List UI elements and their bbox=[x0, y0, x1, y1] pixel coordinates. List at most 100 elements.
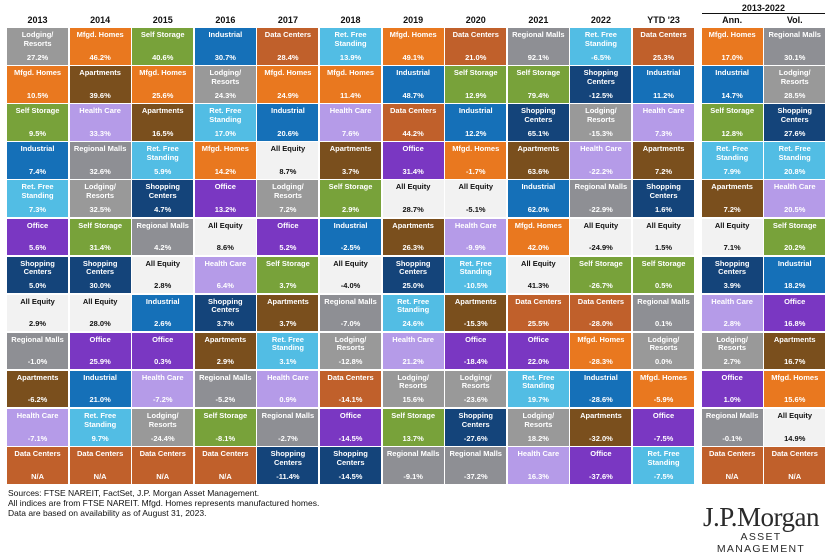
cell-asset-name: Health Care bbox=[517, 449, 560, 459]
return-cell: Self Storage -8.1% bbox=[194, 409, 256, 446]
cell-return-value: 7.2% bbox=[723, 204, 741, 214]
return-cell: Data Centers 28.4% bbox=[257, 28, 319, 65]
cell-asset-name: Ret. Free Standing bbox=[21, 182, 54, 200]
cell-asset-name: Shopping Centers bbox=[20, 258, 55, 277]
cell-asset-name: All Equity bbox=[145, 258, 181, 268]
return-cell: Mfgd. Homes 25.6% bbox=[132, 66, 194, 103]
return-cell: Lodging/ Resorts -15.3% bbox=[570, 104, 632, 141]
return-cell: All Equity 28.7% bbox=[382, 180, 444, 217]
return-cell: Health Care 7.3% bbox=[633, 104, 695, 141]
cell-asset-name: All Equity bbox=[646, 220, 681, 230]
cell-return-value: 24.3% bbox=[214, 90, 236, 100]
return-cell: Regional Malls -22.9% bbox=[570, 180, 632, 217]
return-cell: Shopping Centers 5.0% bbox=[7, 256, 69, 294]
cell-return-value: 18.2% bbox=[527, 433, 549, 443]
cell-return-value: -22.2% bbox=[589, 166, 613, 176]
column-header: Vol. bbox=[786, 15, 803, 25]
column-header: 2022 bbox=[590, 15, 611, 25]
cell-asset-name: Regional Malls bbox=[73, 144, 127, 154]
return-cell: Ret. Free Standing 13.9% bbox=[320, 28, 382, 65]
cell-asset-name: Shopping Centers bbox=[777, 106, 813, 124]
return-cell: Self Storage -26.7% bbox=[570, 256, 632, 294]
cell-asset-name: Mfgd. Homes bbox=[708, 30, 756, 39]
cell-return-value: 2.8% bbox=[723, 319, 741, 329]
return-cell: Ret. Free Standing 7.3% bbox=[7, 180, 69, 217]
return-cell: Apartments 16.5% bbox=[132, 104, 194, 141]
cell-asset-name: Data Centers bbox=[709, 449, 756, 459]
return-cell: Self Storage 40.6% bbox=[132, 28, 194, 65]
cell-asset-name: Lodging/ Resorts bbox=[778, 68, 811, 86]
cell-asset-name: Industrial bbox=[208, 30, 243, 39]
return-cell: Office -14.5% bbox=[320, 409, 382, 446]
cell-return-value: -22.9% bbox=[589, 204, 613, 214]
cell-asset-name: Regional Malls bbox=[512, 30, 565, 39]
return-cell: Data Centers N/A bbox=[194, 447, 256, 484]
return-cell: Apartments 2.9% bbox=[194, 332, 256, 370]
cell-asset-name: Apartments bbox=[79, 68, 121, 78]
logo-wordmark: J.P.Morgan bbox=[702, 502, 820, 532]
group-header: 2013-2022 bbox=[741, 3, 785, 13]
footnote-availability: Data are based on availability as of Aug… bbox=[8, 508, 207, 518]
cell-return-value: -11.4% bbox=[276, 471, 300, 481]
cell-asset-name: Office bbox=[26, 220, 49, 230]
cell-return-value: 2.9% bbox=[341, 204, 360, 214]
return-cell: Ret. Free Standing 19.7% bbox=[507, 370, 569, 408]
cell-asset-name: Lodging/ Resorts bbox=[272, 182, 304, 200]
cell-return-value: 25.0% bbox=[402, 281, 424, 291]
cell-return-value: 44.2% bbox=[402, 128, 424, 138]
return-cell: Ret. Free Standing 5.9% bbox=[132, 142, 194, 179]
group-header-underline bbox=[701, 13, 826, 14]
column-header: YTD '23 bbox=[647, 15, 680, 25]
cell-return-value: -5.9% bbox=[653, 395, 674, 405]
cell-return-value: 14.7% bbox=[721, 90, 743, 100]
cell-asset-name: Mfgd. Homes bbox=[264, 68, 312, 78]
cell-asset-name: Self Storage bbox=[140, 30, 185, 39]
cell-return-value: 27.6% bbox=[784, 128, 806, 138]
cell-return-value: 30.0% bbox=[89, 281, 111, 291]
return-cell: Industrial 12.2% bbox=[445, 104, 507, 141]
cell-asset-name: Industrial bbox=[715, 68, 750, 78]
cell-return-value: N/A bbox=[788, 471, 802, 481]
cell-return-value: 5.0% bbox=[28, 281, 47, 291]
cell-return-value: -37.2% bbox=[463, 471, 488, 481]
logo-subtitle: ASSET MANAGEMENT bbox=[716, 531, 806, 555]
return-cell: Regional Malls -7.0% bbox=[320, 294, 382, 332]
cell-return-value: 12.2% bbox=[465, 128, 487, 138]
cell-return-value: N/A bbox=[31, 471, 44, 481]
cell-return-value: -2.7% bbox=[278, 433, 298, 443]
cell-return-value: 2.8% bbox=[154, 281, 172, 291]
return-cell: Health Care 16.3% bbox=[507, 447, 569, 484]
cell-asset-name: Ret. Free Standing bbox=[271, 334, 304, 353]
cell-asset-name: Apartments bbox=[267, 296, 309, 306]
cell-return-value: 25.6% bbox=[152, 90, 174, 100]
return-cell: Mfgd. Homes 17.0% bbox=[701, 28, 763, 65]
cell-return-value: 15.6% bbox=[784, 395, 806, 405]
cell-asset-name: Lodging/ Resorts bbox=[334, 334, 367, 353]
cell-asset-name: Regional Malls bbox=[324, 296, 377, 306]
return-cell: Lodging/ Resorts 15.6% bbox=[382, 370, 444, 408]
return-cell: Mfgd. Homes 49.1% bbox=[382, 28, 444, 65]
cell-asset-name: Health Care bbox=[267, 372, 309, 382]
return-cell: Industrial 21.0% bbox=[69, 370, 131, 408]
cell-asset-name: Office bbox=[784, 296, 806, 306]
cell-return-value: -23.6% bbox=[463, 395, 488, 405]
cell-asset-name: Self Storage bbox=[453, 68, 498, 78]
cell-return-value: 41.3% bbox=[527, 281, 549, 291]
return-cell: Shopping Centers -12.5% bbox=[570, 66, 632, 103]
cell-asset-name: Self Storage bbox=[772, 220, 817, 230]
cell-asset-name: Data Centers bbox=[139, 449, 186, 459]
cell-asset-name: Lodging/ Resorts bbox=[585, 106, 617, 124]
cell-return-value: 3.1% bbox=[279, 357, 297, 367]
column-header: 2021 bbox=[528, 15, 549, 25]
cell-asset-name: Shopping Centers bbox=[458, 411, 494, 429]
cell-return-value: 42.0% bbox=[527, 243, 549, 253]
return-cell: Mfgd. Homes 11.4% bbox=[320, 66, 382, 103]
cell-asset-name: Office bbox=[590, 449, 612, 459]
cell-return-value: 17.0% bbox=[721, 52, 743, 62]
return-cell: Regional Malls -2.7% bbox=[257, 409, 319, 446]
return-cell: Mfgd. Homes 42.0% bbox=[507, 218, 569, 256]
return-cell: Office 31.4% bbox=[382, 142, 444, 179]
cell-return-value: -28.3% bbox=[589, 357, 613, 367]
return-cell: Mfgd. Homes 15.6% bbox=[764, 370, 826, 408]
